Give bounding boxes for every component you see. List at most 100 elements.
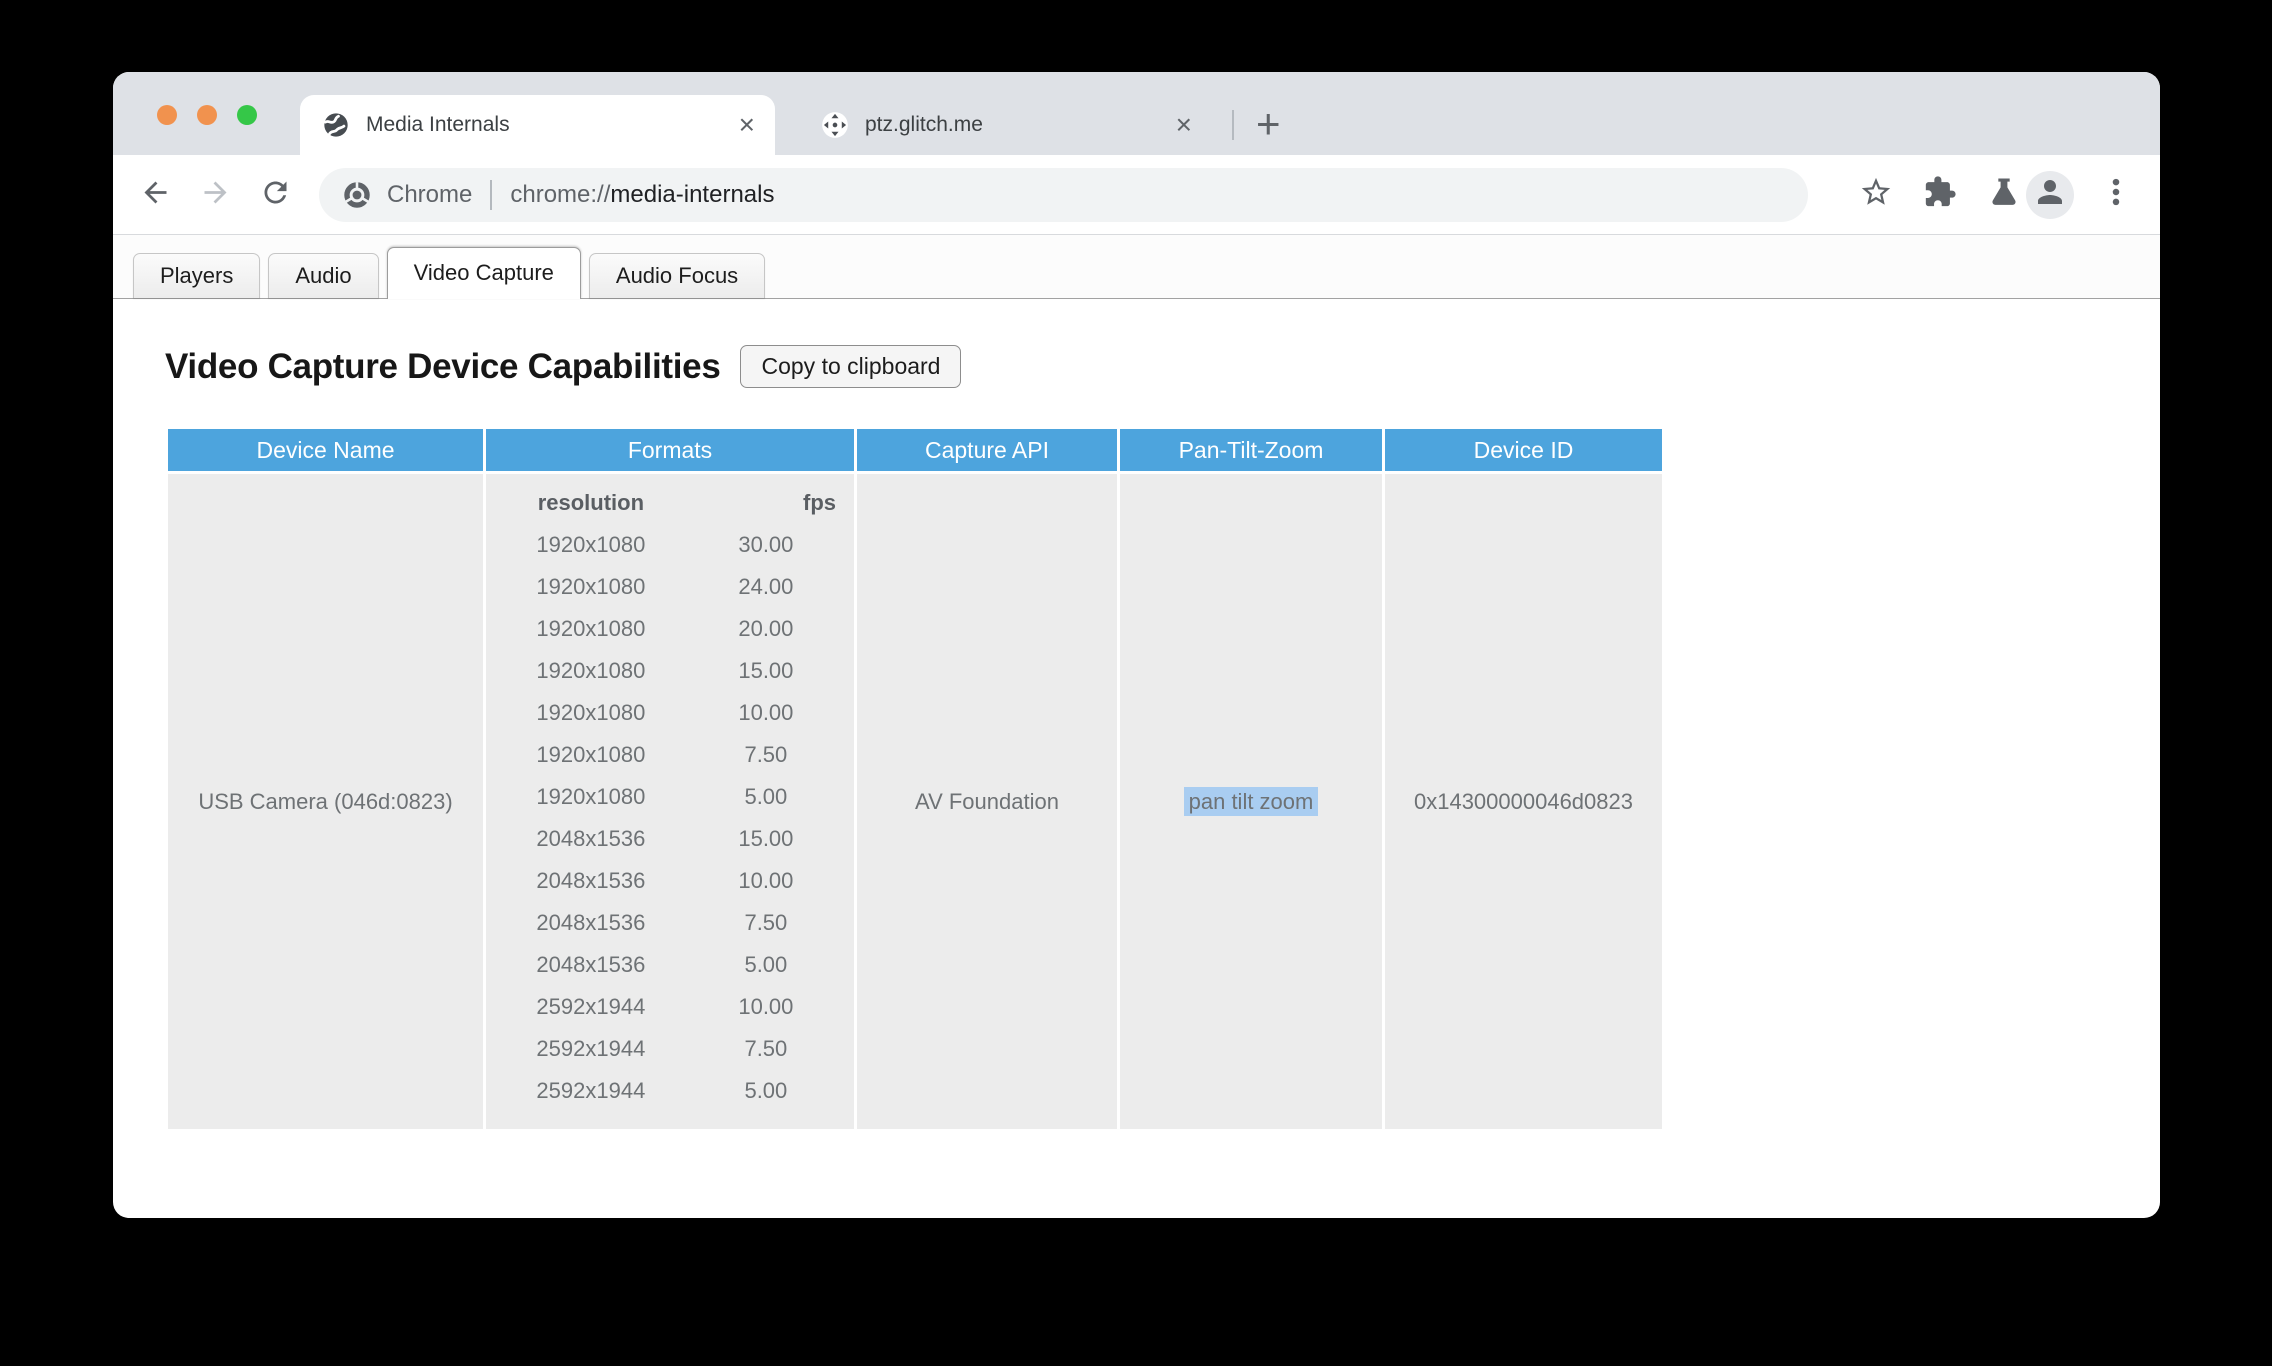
page-header: Video Capture Device Capabilities Copy t… (165, 345, 2160, 388)
format-resolution-header: resolution (537, 490, 645, 515)
format-resolution: 1920x1080 (486, 776, 696, 818)
format-resolution: 2048x1536 (486, 944, 696, 986)
format-resolution: 1920x1080 (486, 566, 696, 608)
format-fps: 5.00 (695, 944, 854, 986)
format-fps: 10.00 (695, 860, 854, 902)
browser-toolbar: Chrome chrome://media-internals (113, 155, 2160, 235)
format-row: 2592x1944 10.00 (486, 986, 854, 1028)
forward-button[interactable] (195, 175, 235, 215)
format-header-row: resolution fps (486, 482, 854, 524)
format-fps-header: fps (803, 490, 836, 515)
page-content: Players Audio Video Capture Audio Focus … (113, 235, 2160, 1132)
site-label: Chrome (387, 180, 473, 208)
format-fps: 5.00 (695, 1070, 854, 1112)
format-resolution: 2592x1944 (486, 986, 696, 1028)
col-header-pan-tilt-zoom: Pan-Tilt-Zoom (1120, 429, 1382, 471)
format-row: 2048x1536 15.00 (486, 818, 854, 860)
chrome-logo-icon (343, 181, 371, 209)
formats-cell: resolution fps 1920x1080 30.00 1920x1080 2… (486, 474, 854, 1129)
copy-to-clipboard-button[interactable]: Copy to clipboard (740, 345, 962, 388)
bookmark-button[interactable] (1854, 173, 1898, 217)
format-row: 2048x1536 5.00 (486, 944, 854, 986)
table-row: USB Camera (046d:0823) resolution fps 19… (168, 474, 1662, 1129)
col-header-formats: Formats (486, 429, 854, 471)
window-minimize-button[interactable] (197, 105, 217, 125)
browser-tab-strip: Media Internals × ptz.glitch.me × (113, 72, 2160, 155)
kebab-icon (2099, 175, 2133, 214)
page-title: Video Capture Device Capabilities (165, 346, 721, 386)
tab-audio[interactable]: Audio (268, 253, 379, 298)
avatar-icon (2032, 174, 2068, 215)
address-bar[interactable]: Chrome chrome://media-internals (319, 167, 1808, 222)
close-tab-icon[interactable]: × (1175, 109, 1192, 140)
extensions-button[interactable] (1918, 173, 1962, 217)
globe-icon (322, 111, 350, 139)
format-row: 2592x1944 7.50 (486, 1028, 854, 1070)
format-fps: 20.00 (695, 608, 854, 650)
window-controls (157, 105, 257, 125)
selected-text[interactable]: pan tilt zoom (1183, 786, 1319, 816)
address-divider (490, 179, 493, 210)
format-row: 1920x1080 30.00 (486, 524, 854, 566)
format-resolution: 2048x1536 (486, 902, 696, 944)
tab-video-capture[interactable]: Video Capture (386, 247, 581, 299)
formats-subtable: resolution fps 1920x1080 30.00 1920x1080 2… (486, 482, 854, 1112)
device-name-cell: USB Camera (046d:0823) (168, 474, 483, 1129)
back-button[interactable] (135, 175, 175, 215)
device-id-cell: 0x14300000046d0823 (1385, 474, 1662, 1129)
format-resolution: 1920x1080 (486, 734, 696, 776)
format-row: 2048x1536 7.50 (486, 902, 854, 944)
format-row: 1920x1080 15.00 (486, 650, 854, 692)
format-fps: 15.00 (695, 818, 854, 860)
format-row: 1920x1080 7.50 (486, 734, 854, 776)
flask-icon (1987, 175, 2021, 214)
format-fps: 15.00 (695, 650, 854, 692)
format-resolution: 2048x1536 (486, 818, 696, 860)
window-close-button[interactable] (157, 105, 177, 125)
profile-button[interactable] (2026, 170, 2074, 219)
format-fps: 30.00 (695, 524, 854, 566)
col-header-device-id: Device ID (1385, 429, 1662, 471)
format-resolution: 2592x1944 (486, 1070, 696, 1112)
format-fps: 24.00 (695, 566, 854, 608)
browser-tab-ptz-glitch[interactable]: ptz.glitch.me × (799, 95, 1212, 155)
tab-separator (1232, 110, 1234, 140)
format-fps: 10.00 (695, 692, 854, 734)
url-scheme: chrome:// (510, 180, 611, 208)
reload-button[interactable] (255, 175, 295, 215)
tab-players[interactable]: Players (133, 253, 261, 298)
tab-audio-focus[interactable]: Audio Focus (588, 253, 766, 298)
browser-window: Media Internals × ptz.glitch.me × (113, 72, 2160, 1218)
experiments-button[interactable] (1982, 173, 2026, 217)
star-icon (1859, 175, 1893, 214)
tab-title: Media Internals (366, 113, 510, 136)
close-tab-icon[interactable]: × (738, 109, 755, 140)
format-resolution: 1920x1080 (486, 524, 696, 566)
format-resolution: 1920x1080 (486, 608, 696, 650)
format-resolution: 2592x1944 (486, 1028, 696, 1070)
format-row: 1920x1080 10.00 (486, 692, 854, 734)
new-tab-button[interactable]: + (1256, 100, 1281, 147)
capture-api-cell: AV Foundation (857, 474, 1117, 1129)
format-resolution: 1920x1080 (486, 650, 696, 692)
reload-icon (259, 176, 292, 214)
browser-tab-media-internals[interactable]: Media Internals × (300, 95, 775, 155)
format-fps: 10.00 (695, 986, 854, 1028)
forward-arrow-icon (199, 176, 232, 214)
format-fps: 7.50 (695, 1028, 854, 1070)
browser-menu-button[interactable] (2094, 173, 2138, 217)
format-resolution: 2048x1536 (486, 860, 696, 902)
format-resolution: 1920x1080 (486, 692, 696, 734)
pan-tilt-zoom-cell: pan tilt zoom (1120, 474, 1382, 1129)
format-row: 1920x1080 5.00 (486, 776, 854, 818)
format-row: 2048x1536 10.00 (486, 860, 854, 902)
puzzle-icon (1923, 175, 1957, 214)
back-arrow-icon (139, 176, 172, 214)
window-zoom-button[interactable] (237, 105, 257, 125)
format-fps: 7.50 (695, 734, 854, 776)
format-row: 2592x1944 5.00 (486, 1070, 854, 1112)
url-text: chrome://media-internals (510, 181, 774, 209)
format-row: 1920x1080 24.00 (486, 566, 854, 608)
format-row: 1920x1080 20.00 (486, 608, 854, 650)
